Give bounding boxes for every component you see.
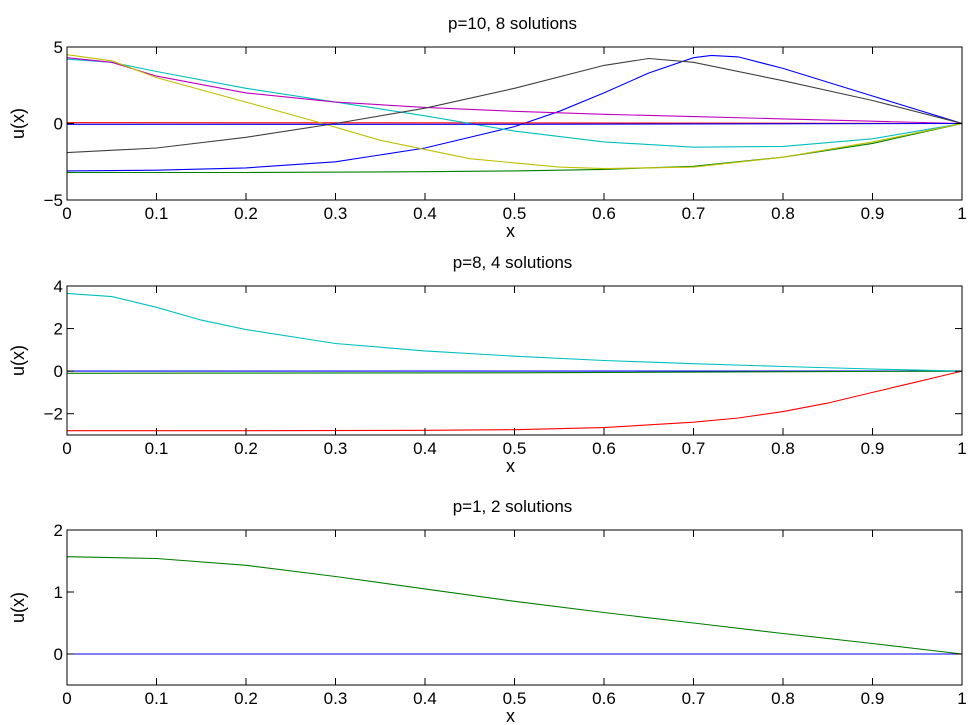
y-tick-label: −2 [44,405,63,424]
x-tick-label: 0.3 [324,689,348,708]
y-axis-label: u(x) [8,345,28,376]
series-line-3 [67,370,962,432]
series-line-1 [67,54,962,172]
series-line-7 [67,57,962,154]
x-tick-label: 0.5 [503,689,527,708]
series-line-4 [67,292,962,372]
y-tick-label: 5 [54,38,63,57]
x-tick-label: 0.2 [234,204,258,223]
series-line-2 [67,122,962,174]
y-tick-label: 0 [54,645,63,664]
series-line-8 [67,122,962,125]
x-tick-label: 0 [62,204,71,223]
y-tick-label: 1 [54,583,63,602]
chart-title: p=10, 8 solutions [448,14,577,33]
y-tick-label: −5 [44,191,63,210]
x-tick-label: 0 [62,439,71,458]
chart-title: p=8, 4 solutions [453,253,573,272]
x-tick-label: 0.3 [324,439,348,458]
x-tick-label: 0.4 [413,204,437,223]
series-group [67,556,962,655]
x-tick-label: 1 [957,689,966,708]
x-tick-label: 1 [957,439,966,458]
chart-title: p=1, 2 solutions [453,497,573,516]
x-tick-label: 0.7 [682,439,706,458]
x-tick-label: 0.9 [861,439,885,458]
x-tick-label: 0.7 [682,689,706,708]
series-group [67,54,962,174]
x-tick-label: 0.6 [592,689,616,708]
series-group [67,292,962,432]
x-tick-label: 0.4 [413,439,437,458]
y-tick-label: 4 [54,277,63,296]
x-axis-label: x [506,221,515,241]
series-line-2 [67,370,962,374]
x-tick-label: 0.2 [234,689,258,708]
y-tick-label: 2 [54,521,63,540]
x-tick-label: 0.9 [861,204,885,223]
series-line-2 [67,556,962,655]
x-tick-label: 0.6 [592,439,616,458]
x-tick-label: 0.4 [413,689,437,708]
x-tick-label: 0.1 [145,689,169,708]
x-tick-label: 1 [957,204,966,223]
y-tick-label: 0 [54,115,63,134]
x-tick-label: 0.9 [861,689,885,708]
x-tick-label: 0.6 [592,204,616,223]
x-tick-label: 0.2 [234,439,258,458]
series-line-4 [67,58,962,148]
series-line-5 [67,57,962,125]
axes-box [66,529,963,686]
subplot-3: 0 0.1 0.2 0.3 0.4 0.5 0.6 0.7 0.8 0.9 1 0 1 2 p=1, 2 s… [8,497,967,725]
y-tick-label: 2 [54,320,63,339]
series-line-6 [67,54,962,170]
x-tick-label: 0.8 [771,439,795,458]
subplot-2: 0 0.1 0.2 0.3 0.4 0.5 0.6 0.7 0.8 0.9 1 −2 0 2 4 p=8, 4… [8,253,967,476]
x-tick-label: 0.1 [145,204,169,223]
x-tick-label: 0.8 [771,204,795,223]
x-tick-label: 0.1 [145,439,169,458]
axes-box [66,285,963,436]
y-tick-label: 0 [54,362,63,381]
x-tick-label: 0.5 [503,204,527,223]
y-axis-label: u(x) [8,108,28,139]
y-axis-label: u(x) [8,592,28,623]
x-axis-label: x [506,456,515,476]
x-axis-label: x [506,706,515,725]
x-tick-label: 0 [62,689,71,708]
x-tick-label: 0.8 [771,689,795,708]
x-tick-label: 0.5 [503,439,527,458]
x-tick-label: 0.7 [682,204,706,223]
x-tick-label: 0.3 [324,204,348,223]
